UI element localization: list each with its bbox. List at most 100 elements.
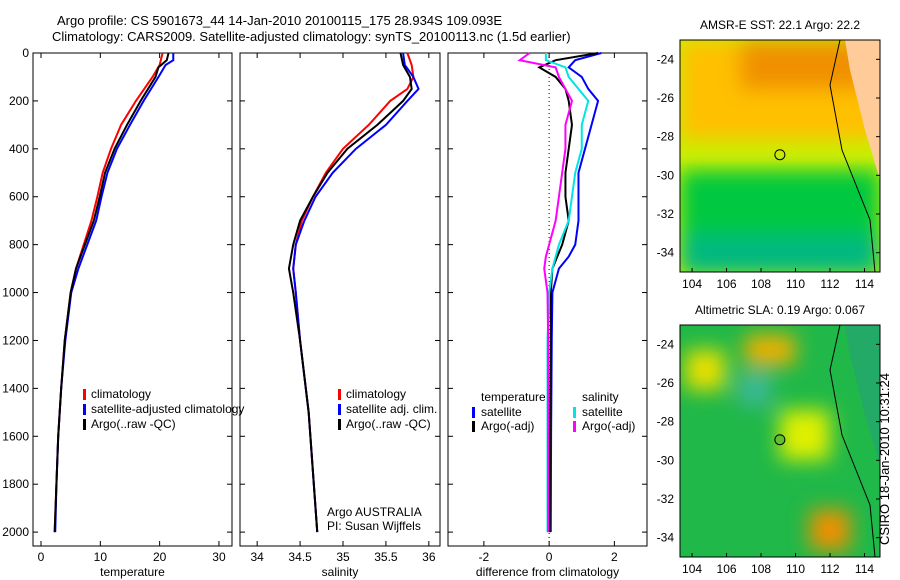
y-tick-label: 0 [22, 46, 29, 60]
legend-label: Argo(-adj) [481, 419, 534, 433]
x-tick-label: 2 [611, 550, 618, 564]
map-frame [679, 324, 881, 558]
x-tick-label: 36 [422, 550, 436, 564]
y-tick-label: -24 [657, 52, 675, 66]
map-area [680, 325, 880, 557]
y-tick-label: -28 [657, 415, 675, 429]
x-axis-label: difference from climatology [476, 565, 619, 579]
legend-label: satellite adj. clim. [346, 402, 437, 416]
x-tick-label: 35 [336, 550, 350, 564]
legend-heading: temperature [481, 390, 546, 404]
y-tick-label: 800 [9, 238, 29, 252]
legend-label: satellite-adjusted climatology [91, 402, 244, 416]
legend-label: Argo(..raw -QC) [91, 417, 176, 431]
map-title: AMSR-E SST: 22.1 Argo: 22.2 [700, 18, 860, 32]
legend-swatch [472, 407, 475, 418]
x-tick-label: 34.5 [288, 550, 312, 564]
map-patch [685, 350, 725, 390]
x-axis-label: salinity [322, 565, 359, 579]
x-tick-label: 110 [786, 562, 805, 576]
side-timestamp: CSIRO 18-Jan-2010 10:31:24 [877, 373, 892, 545]
x-tick-label: -2 [479, 550, 490, 564]
legend-label: satellite [481, 405, 522, 419]
argo-location-marker [774, 434, 786, 446]
y-tick-label: -32 [657, 492, 675, 506]
x-tick-label: 20 [153, 550, 167, 564]
y-tick-label: 600 [9, 190, 29, 204]
x-axis-label: temperature [100, 565, 165, 579]
map-field [680, 40, 880, 272]
map-patch [810, 510, 850, 550]
legend-swatch [472, 421, 475, 432]
series-line-argo [287, 52, 413, 533]
y-tick-label: 2000 [2, 525, 29, 539]
coastline [829, 325, 876, 557]
x-tick-label: 34 [250, 550, 264, 564]
legend-label: Argo(-adj) [582, 419, 635, 433]
x-tick-label: 108 [751, 277, 771, 291]
legend-label: satellite [582, 405, 623, 419]
y-tick-label: 1800 [2, 477, 29, 491]
title-line-1: Argo profile: CS 5901673_44 14-Jan-2010 … [57, 13, 503, 28]
y-tick-label: -34 [657, 531, 675, 545]
legend-label: climatology [346, 387, 406, 401]
plot-frame [447, 52, 648, 547]
map-frame [679, 39, 881, 273]
y-tick-label: -30 [657, 453, 675, 467]
series-line-argo [53, 52, 170, 533]
plot-frame [239, 52, 441, 547]
map-patch [680, 170, 880, 240]
coastline [829, 40, 876, 272]
legend-swatch [83, 404, 86, 415]
x-tick-label: 0 [546, 550, 553, 564]
y-tick-label: -32 [657, 207, 675, 221]
x-tick-label: 112 [820, 562, 839, 576]
annotation: PI: Susan Wijffels [327, 519, 421, 533]
x-tick-label: 10 [94, 550, 108, 564]
x-tick-label: 114 [855, 277, 874, 291]
legend-swatch [338, 419, 341, 430]
x-tick-label: 110 [786, 277, 805, 291]
x-tick-label: 35.5 [374, 550, 398, 564]
legend-swatch [573, 421, 576, 432]
map-patch [740, 375, 770, 405]
legend-swatch [573, 407, 576, 418]
x-tick-label: 104 [682, 277, 702, 291]
map-field [685, 335, 850, 550]
x-tick-label: 0 [38, 550, 45, 564]
legend-swatch [83, 389, 86, 400]
legend-heading: salinity [582, 390, 619, 404]
y-tick-label: 1200 [2, 333, 29, 347]
annotation: Argo AUSTRALIA [327, 505, 422, 519]
legend-swatch [338, 404, 341, 415]
legend-swatch [83, 419, 86, 430]
plot-frame [32, 52, 233, 547]
y-tick-label: -26 [657, 91, 675, 105]
y-tick-label: -28 [657, 130, 675, 144]
y-tick-label: 1600 [2, 429, 29, 443]
y-tick-label: 200 [9, 94, 29, 108]
series-line-satellite [54, 53, 175, 533]
map-patch [745, 335, 795, 365]
x-tick-label: 106 [717, 277, 737, 291]
map-area [680, 40, 880, 272]
map-title: Altimetric SLA: 0.19 Argo: 0.067 [695, 303, 865, 317]
title-line-2: Climatology: CARS2009. Satellite-adjuste… [52, 29, 571, 44]
argo-location-marker [774, 149, 786, 161]
x-tick-label: 114 [855, 562, 874, 576]
legend-label: Argo(..raw -QC) [346, 417, 431, 431]
series-line-temperature-argo [537, 52, 599, 533]
x-tick-label: 112 [820, 277, 839, 291]
y-tick-label: -30 [657, 168, 675, 182]
y-tick-label: 1400 [2, 381, 29, 395]
y-tick-label: 400 [9, 142, 29, 156]
legend-label: climatology [91, 387, 151, 401]
x-tick-label: 30 [212, 550, 226, 564]
y-tick-label: -26 [657, 376, 675, 390]
legend-swatch [338, 389, 341, 400]
y-tick-label: -24 [657, 337, 675, 351]
y-tick-label: 1000 [2, 286, 29, 300]
land [845, 40, 880, 180]
